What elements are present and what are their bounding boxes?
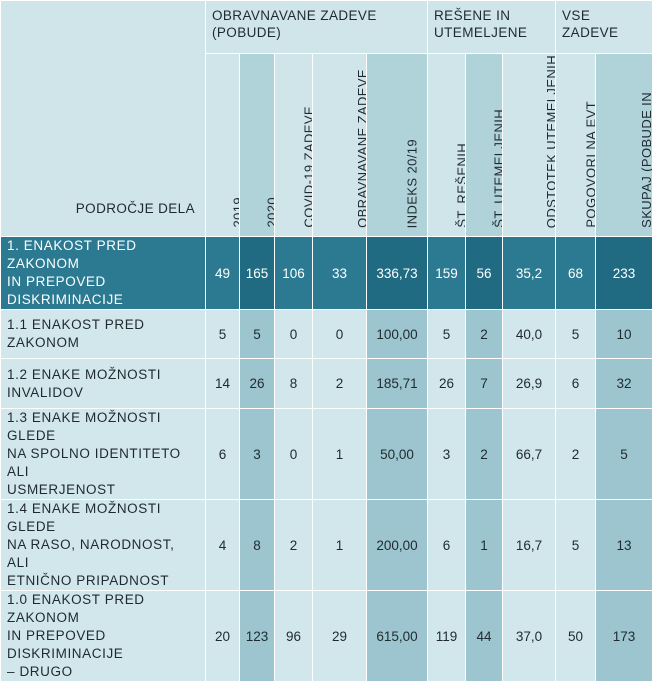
row-value: 173	[596, 591, 652, 682]
row-label: 1.2 ENAKE MOŽNOSTI INVALIDOV	[1, 359, 206, 409]
summary-value: 56	[466, 237, 503, 310]
table-row: 1.0 ENAKOST PRED ZAKONOM IN PREPOVED DIS…	[1, 591, 652, 682]
row-value: 1	[466, 500, 503, 591]
row-value: 200,00	[367, 500, 428, 591]
row-value: 0	[275, 310, 313, 359]
row-value: 5	[556, 500, 596, 591]
row-value: 66,7	[503, 409, 556, 500]
row-value: 2	[466, 409, 503, 500]
row-value: 1	[313, 500, 367, 591]
summary-value: 106	[275, 237, 313, 310]
col-st-resenih-header: ŠT. REŠENIH	[428, 54, 466, 237]
row-value: 3	[240, 409, 275, 500]
row-value: 615,00	[367, 591, 428, 682]
column-header-label: POGOVORI NA EVT	[583, 101, 596, 228]
summary-value: 33	[313, 237, 367, 310]
row-value: 1	[313, 409, 367, 500]
group-header-obravnavane: OBRAVNAVANE ZADEVE (POBUDE)	[206, 1, 428, 54]
column-header-label: 2019	[230, 197, 240, 228]
column-header-label: INDEKS 20/19	[405, 139, 420, 228]
row-value: 2	[556, 409, 596, 500]
row-value: 29	[313, 591, 367, 682]
row-value: 100,00	[367, 310, 428, 359]
row-value: 6	[206, 409, 240, 500]
row-value: 20	[206, 591, 240, 682]
row-label: 1.0 ENAKOST PRED ZAKONOM IN PREPOVED DIS…	[1, 591, 206, 682]
row-value: 3	[428, 409, 466, 500]
row-value: 185,71	[367, 359, 428, 409]
row-label: 1.3 ENAKE MOŽNOSTI GLEDE NA SPOLNO IDENT…	[1, 409, 206, 500]
table-row: 1.3 ENAKE MOŽNOSTI GLEDE NA SPOLNO IDENT…	[1, 409, 652, 500]
row-value: 8	[275, 359, 313, 409]
summary-label: 1. ENAKOST PRED ZAKONOM IN PREPOVED DISK…	[1, 237, 206, 310]
column-header-label: ŠT. UTEMELJENIH	[492, 109, 503, 228]
summary-value: 165	[240, 237, 275, 310]
row-value: 4	[206, 500, 240, 591]
row-value: 5	[596, 409, 652, 500]
row-value: 14	[206, 359, 240, 409]
col-odstotek-header: ODSTOTEK UTEMELJENIH MED REŠENIMI	[503, 54, 556, 237]
column-header-label: ODSTOTEK UTEMELJENIH MED REŠENIMI	[544, 55, 556, 228]
row-value: 2	[466, 310, 503, 359]
group-header-vse: VSE ZADEVE	[556, 1, 652, 54]
row-value: 32	[596, 359, 652, 409]
row-value: 5	[206, 310, 240, 359]
summary-row: 1. ENAKOST PRED ZAKONOM IN PREPOVED DISK…	[1, 237, 652, 310]
row-value: 10	[596, 310, 652, 359]
summary-value: 233	[596, 237, 652, 310]
row-value: 16,7	[503, 500, 556, 591]
row-value: 13	[596, 500, 652, 591]
row-value: 7	[466, 359, 503, 409]
col-2020-header: 2020	[240, 54, 275, 237]
row-value: 5	[556, 310, 596, 359]
col-skupaj-header: SKUPAJ (POBUDE IN POGOVORI)	[596, 54, 652, 237]
row-value: 0	[313, 310, 367, 359]
row-value: 5	[240, 310, 275, 359]
row-value: 2	[313, 359, 367, 409]
row-value: 123	[240, 591, 275, 682]
summary-value: 336,73	[367, 237, 428, 310]
row-value: 26	[428, 359, 466, 409]
row-value: 37,0	[503, 591, 556, 682]
column-header-label: OBRAVNAVANE ZADEVE NA EVT	[355, 69, 367, 228]
col-2019-header: 2019	[206, 54, 240, 237]
row-label: 1.4 ENAKE MOŽNOSTI GLEDE NA RASO, NARODN…	[1, 500, 206, 591]
column-header-label: 2020	[265, 197, 275, 228]
row-value: 50,00	[367, 409, 428, 500]
summary-value: 159	[428, 237, 466, 310]
col-pogovori-header: POGOVORI NA EVT	[556, 54, 596, 237]
column-header-label: COVID-19 ZADEVE	[301, 106, 313, 228]
column-header-label: SKUPAJ (POBUDE IN POGOVORI)	[639, 92, 652, 228]
summary-value: 49	[206, 237, 240, 310]
summary-value: 68	[556, 237, 596, 310]
row-value: 96	[275, 591, 313, 682]
group-header-resene: REŠENE IN UTEMELJENE	[428, 1, 556, 54]
row-label: 1.1 ENAKOST PRED ZAKONOM	[1, 310, 206, 359]
table-row: 1.4 ENAKE MOŽNOSTI GLEDE NA RASO, NARODN…	[1, 500, 652, 591]
row-value: 0	[275, 409, 313, 500]
col-covid-header: COVID-19 ZADEVE	[275, 54, 313, 237]
summary-value: 35,2	[503, 237, 556, 310]
col-obravnavane-evt-header: OBRAVNAVANE ZADEVE NA EVT	[313, 54, 367, 237]
col-st-utemeljenih-header: ŠT. UTEMELJENIH	[466, 54, 503, 237]
area-header: PODROČJE DELA	[76, 200, 195, 217]
area-header-cell: PODROČJE DELA	[1, 1, 206, 237]
row-value: 26	[240, 359, 275, 409]
row-value: 2	[275, 500, 313, 591]
row-value: 44	[466, 591, 503, 682]
col-indeks-header: INDEKS 20/19	[367, 54, 428, 237]
row-value: 50	[556, 591, 596, 682]
row-value: 26,9	[503, 359, 556, 409]
row-value: 6	[556, 359, 596, 409]
row-value: 6	[428, 500, 466, 591]
row-value: 5	[428, 310, 466, 359]
row-value: 40,0	[503, 310, 556, 359]
row-value: 119	[428, 591, 466, 682]
row-value: 8	[240, 500, 275, 591]
column-header-label: ŠT. REŠENIH	[454, 143, 466, 228]
